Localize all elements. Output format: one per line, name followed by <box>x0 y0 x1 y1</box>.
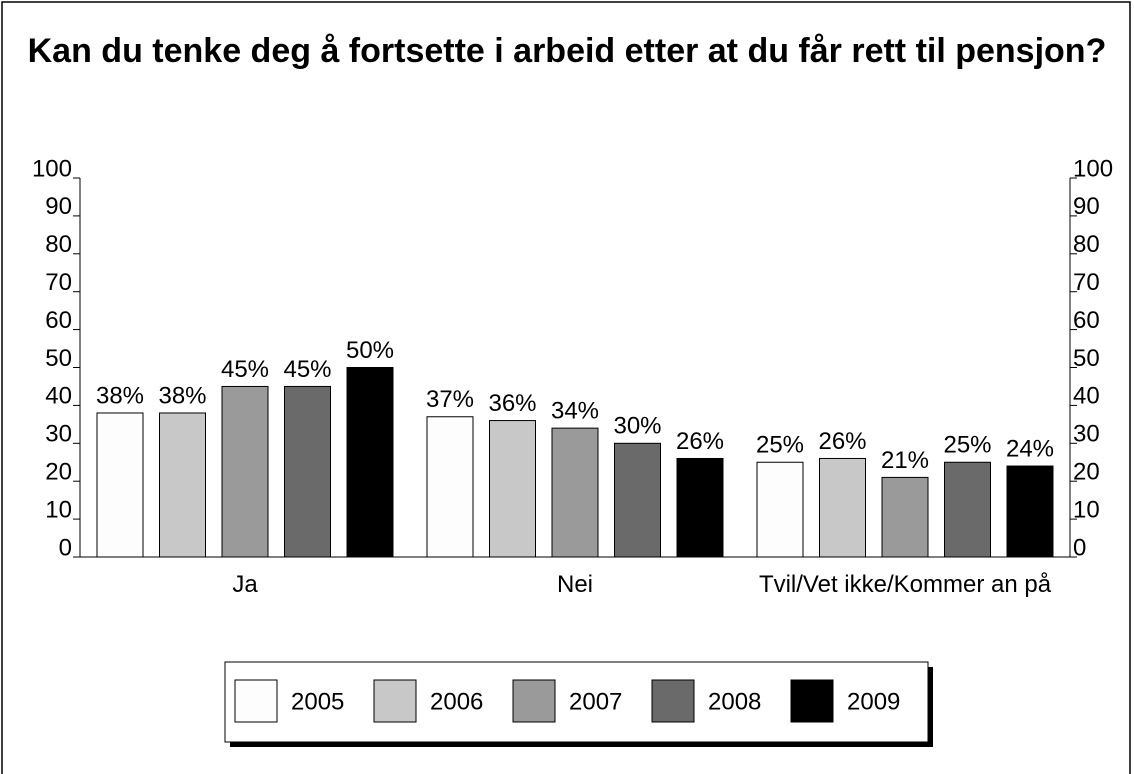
legend-swatch <box>373 679 417 723</box>
legend-swatch <box>234 679 278 723</box>
x-tick-label: Tvil/Vet ikke/Kommer an på <box>758 571 1052 598</box>
y-tick-label: 0 <box>59 534 72 561</box>
x-tick-label: Ja <box>232 571 258 598</box>
bar <box>756 461 804 558</box>
value-label: 26% <box>676 428 724 455</box>
value-label: 34% <box>551 397 599 424</box>
y-tick-label: 100 <box>32 155 72 182</box>
legend-label: 2008 <box>708 688 761 715</box>
y2-tick-label: 0 <box>1073 534 1086 561</box>
value-label: 50% <box>346 337 394 364</box>
y-tick-label: 10 <box>45 496 72 523</box>
legend-swatch <box>790 679 834 723</box>
bar <box>551 427 599 558</box>
value-label: 45% <box>283 356 331 383</box>
y-tick-label: 40 <box>45 383 72 410</box>
bar <box>614 442 661 558</box>
y2-tick-label: 100 <box>1073 155 1113 182</box>
value-label: 25% <box>943 432 991 459</box>
value-label: 37% <box>426 386 474 413</box>
legend-label: 2006 <box>430 688 483 715</box>
value-label: 38% <box>158 382 206 409</box>
y-tick-label: 20 <box>45 459 72 486</box>
legend-swatch <box>651 679 695 723</box>
y2-tick-label: 80 <box>1073 231 1100 258</box>
y-tick-label: 90 <box>45 193 72 220</box>
legend-label: 2007 <box>569 688 622 715</box>
value-label: 21% <box>881 447 929 474</box>
y2-tick-label: 40 <box>1073 383 1100 410</box>
y2-tick-label: 70 <box>1073 269 1100 296</box>
bar <box>881 476 929 558</box>
value-label: 26% <box>818 428 866 455</box>
value-label: 38% <box>96 382 144 409</box>
y2-tick-label: 30 <box>1073 421 1100 448</box>
bar <box>159 412 206 558</box>
x-tick-label: Nei <box>556 571 593 598</box>
y2-tick-label: 90 <box>1073 193 1100 220</box>
y-tick-label: 60 <box>45 307 72 334</box>
y-tick-label: 80 <box>45 231 72 258</box>
legend-swatch <box>512 679 556 723</box>
y2-tick-label: 10 <box>1073 496 1100 523</box>
bar <box>1006 465 1054 558</box>
legend-label: 2005 <box>291 688 344 715</box>
bar <box>489 420 536 558</box>
value-label: 25% <box>756 432 804 459</box>
bar <box>284 385 331 558</box>
y-tick-label: 70 <box>45 269 72 296</box>
y-tick-label: 30 <box>45 421 72 448</box>
bar <box>944 461 991 558</box>
y2-tick-label: 20 <box>1073 459 1100 486</box>
bar <box>819 457 866 558</box>
y-tick-label: 50 <box>45 345 72 372</box>
legend-label: 2009 <box>847 688 900 715</box>
y2-tick-label: 50 <box>1073 345 1100 372</box>
value-label: 30% <box>613 413 661 440</box>
bar <box>346 367 394 558</box>
chart-title: Kan du tenke deg å fortsette i arbeid et… <box>27 32 1107 70</box>
bar <box>426 416 474 558</box>
y2-tick-label: 60 <box>1073 307 1100 334</box>
bar <box>676 457 724 558</box>
bar <box>96 412 144 558</box>
bar <box>221 385 269 558</box>
value-label: 24% <box>1006 435 1054 462</box>
value-label: 45% <box>221 356 269 383</box>
value-label: 36% <box>488 390 536 417</box>
